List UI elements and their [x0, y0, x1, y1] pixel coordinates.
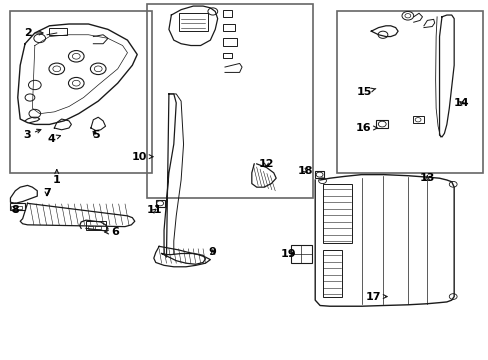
Bar [95, 226, 101, 229]
Text: 17: 17 [365, 292, 386, 302]
Text: 4: 4 [48, 134, 61, 144]
Bar [147, 4, 312, 198]
Bar [322, 250, 341, 297]
Text: 16: 16 [355, 123, 377, 133]
Text: 7: 7 [43, 188, 51, 198]
Bar [10, 12, 152, 173]
Text: 13: 13 [419, 173, 434, 183]
Bar [49, 28, 66, 35]
Bar [88, 226, 93, 229]
Text: 15: 15 [356, 87, 375, 97]
Bar [86, 221, 105, 230]
Text: 1: 1 [53, 170, 61, 185]
Text: 6: 6 [104, 227, 119, 237]
Text: 5: 5 [92, 130, 100, 140]
Bar [10, 203, 25, 211]
Bar [222, 53, 232, 58]
Text: 19: 19 [280, 248, 296, 258]
Bar [412, 116, 423, 123]
Bar [156, 200, 164, 207]
Bar [222, 24, 234, 31]
Text: 11: 11 [146, 206, 162, 216]
Text: 3: 3 [23, 129, 41, 140]
Bar [290, 245, 311, 263]
Bar [322, 184, 351, 243]
Bar [315, 171, 324, 178]
Bar [11, 206, 16, 210]
Text: 14: 14 [453, 98, 468, 108]
Bar [222, 10, 232, 17]
Text: 9: 9 [208, 247, 216, 257]
Text: 18: 18 [297, 166, 312, 176]
Bar [178, 13, 207, 31]
Text: 12: 12 [258, 159, 274, 169]
Text: 2: 2 [23, 28, 43, 38]
Text: 8: 8 [11, 206, 19, 216]
Bar [17, 206, 22, 210]
Bar [336, 12, 483, 173]
Text: 10: 10 [132, 152, 153, 162]
Bar [375, 120, 387, 128]
Bar [222, 39, 237, 45]
